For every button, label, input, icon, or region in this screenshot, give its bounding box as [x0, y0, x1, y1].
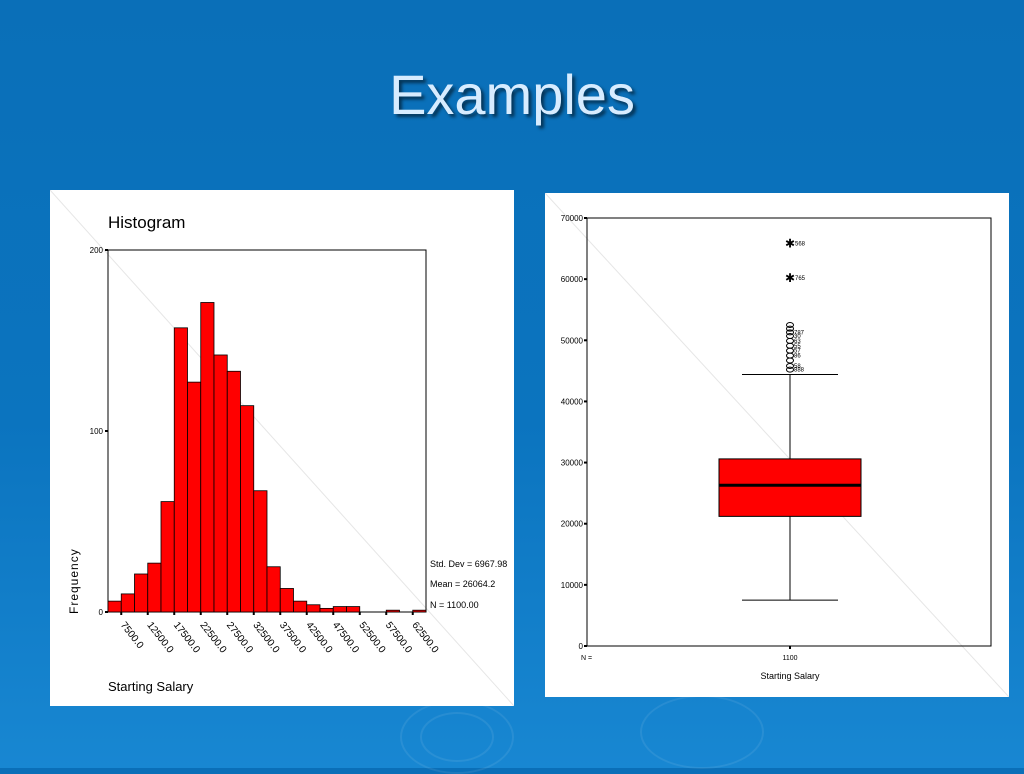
histogram-bar	[385, 609, 400, 613]
x-tick-label: 22500.0	[197, 620, 228, 656]
ripple-decoration	[640, 695, 764, 769]
stat-std-dev: Std. Dev = 6967.98	[430, 559, 507, 569]
histogram-bar	[134, 573, 149, 613]
x-tick-label: 17500.0	[171, 620, 202, 656]
histogram-bar	[187, 381, 202, 613]
slide-title: Examples	[389, 63, 635, 126]
outlier-point	[786, 342, 794, 349]
histogram-bar	[306, 604, 321, 613]
stat-n: N = 1100.00	[430, 600, 479, 610]
y-tick-label: 40000	[561, 397, 584, 406]
outlier-point	[786, 329, 794, 336]
outlier-point	[786, 352, 794, 359]
outlier-point	[786, 337, 794, 344]
histogram-title: Histogram	[108, 213, 185, 232]
outlier-label: 63	[794, 339, 801, 345]
outlier-label: 58	[794, 364, 801, 370]
histogram-chart: Histogram 0 100 200 7500.012500.017500.022…	[49, 189, 515, 707]
n-label: N =	[581, 655, 592, 662]
x-tick-label: 27500.0	[224, 620, 255, 656]
outlier-label: 55	[794, 344, 801, 350]
y-tick-label: 100	[90, 427, 104, 436]
y-tick-label: 0	[99, 608, 104, 617]
outlier-label: 888	[794, 368, 805, 374]
y-tick-label: 0	[579, 642, 584, 651]
y-tick-label: 70000	[561, 214, 584, 223]
outlier-point	[786, 347, 794, 354]
histogram-bar	[319, 607, 334, 613]
x-tick-label: 52500.0	[356, 620, 387, 656]
histogram-bar	[147, 562, 162, 613]
histogram-bar	[107, 600, 122, 613]
x-tick-label: 62500.0	[409, 620, 440, 656]
outlier-point	[786, 362, 794, 369]
outlier-point	[786, 325, 794, 332]
x-axis-label: Starting Salary	[760, 671, 820, 681]
histogram-bar	[412, 609, 427, 613]
histogram-bar	[120, 593, 135, 613]
x-tick-label: 42500.0	[303, 620, 334, 656]
outlier-point	[786, 333, 794, 340]
x-tick-label: 37500.0	[277, 620, 308, 656]
ripple-decoration	[420, 712, 494, 762]
x-tick-label: 57500.0	[383, 620, 414, 656]
histogram-bar	[266, 566, 281, 613]
outlier-point	[786, 366, 794, 373]
stat-mean: Mean = 26064.2	[430, 579, 495, 589]
histogram-bar	[200, 302, 215, 613]
outlier-label: 86	[794, 354, 801, 360]
outlier-point	[786, 357, 794, 364]
histogram-bar	[293, 600, 308, 613]
histogram-bar	[332, 606, 347, 613]
outlier-label: 30	[794, 334, 801, 340]
outlier-label: 787	[794, 330, 805, 336]
extreme-label: 765	[795, 276, 806, 282]
histogram-bar	[346, 606, 361, 613]
n-value: 1100	[782, 655, 797, 662]
histogram-bar	[279, 588, 294, 613]
histogram-bar	[253, 490, 268, 613]
histogram-bar	[226, 370, 241, 613]
histogram-bar	[173, 327, 188, 613]
boxplot-chart: 0 10000 20000 30000 40000 50000 60000 70000 787…	[544, 192, 1010, 698]
box-iqr	[718, 458, 862, 517]
histogram-bar	[160, 501, 175, 613]
panel-diagonal	[49, 189, 515, 707]
boxplot-panel: 0 10000 20000 30000 40000 50000 60000 70000 787…	[544, 192, 1010, 698]
outlier-point	[786, 322, 794, 328]
y-tick-label: 30000	[561, 459, 584, 468]
panel-diagonal	[544, 192, 1010, 698]
x-tick-label: 32500.0	[250, 620, 281, 656]
y-tick-label: 20000	[561, 520, 584, 529]
x-tick-label: 47500.0	[330, 620, 361, 656]
outlier-label: 57	[794, 349, 801, 355]
extreme-point: ✱	[785, 271, 795, 285]
y-axis-label: Frequency	[67, 548, 81, 614]
x-tick-label: 7500.0	[118, 620, 146, 651]
histogram-panel: Histogram 0 100 200 7500.0 12500.0 17500.0 22…	[49, 189, 515, 707]
x-axis-label: Starting Salary	[108, 679, 194, 694]
extreme-label: 568	[795, 242, 806, 248]
y-tick-label: 10000	[561, 581, 584, 590]
y-tick-label: 50000	[561, 336, 584, 345]
y-tick-label: 60000	[561, 275, 584, 284]
extreme-point: ✱	[785, 237, 795, 251]
histogram-bar	[213, 354, 228, 613]
x-tick-label: 12500.0	[144, 620, 175, 656]
y-tick-label: 200	[90, 246, 104, 255]
histogram-bar	[240, 405, 255, 613]
